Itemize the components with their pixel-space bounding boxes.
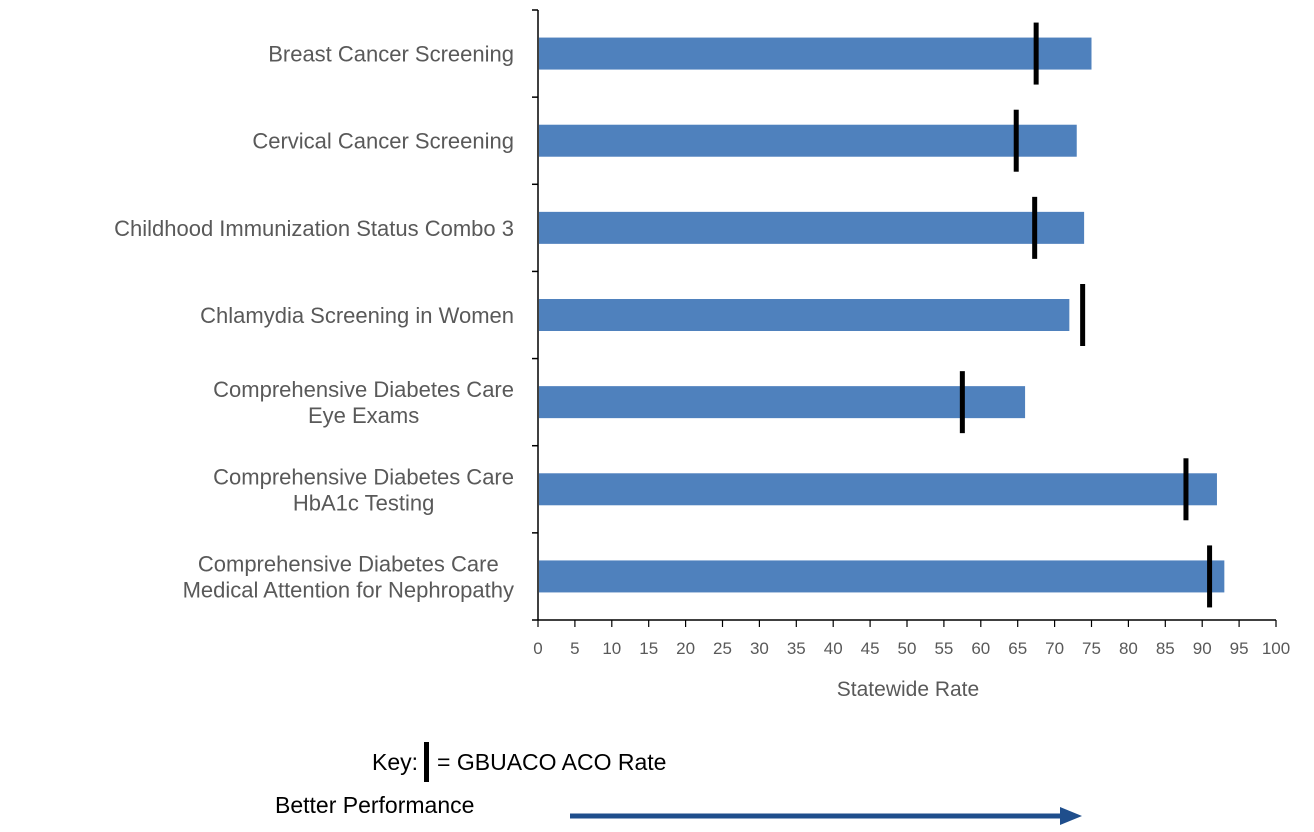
aco-rate-marker-icon bbox=[424, 742, 430, 782]
category-label: Childhood Immunization Status Combo 3 bbox=[114, 216, 514, 241]
x-tick-label: 15 bbox=[639, 639, 658, 658]
arrow-head bbox=[1060, 807, 1082, 825]
x-tick-label: 45 bbox=[861, 639, 880, 658]
aco-rate-marker bbox=[1033, 22, 1039, 85]
aco-rate-marker bbox=[1032, 196, 1038, 259]
x-tick-label: 60 bbox=[971, 639, 990, 658]
x-tick-label: 75 bbox=[1082, 639, 1101, 658]
x-tick-label: 100 bbox=[1262, 639, 1290, 658]
bar bbox=[539, 560, 1225, 593]
bar bbox=[539, 37, 1092, 70]
x-tick-label: 65 bbox=[1008, 639, 1027, 658]
aco-rate-marker bbox=[1013, 109, 1019, 172]
x-tick-label: 50 bbox=[898, 639, 917, 658]
labels-layer: 0 5 10 15 20 25 30 35 40 45 50 55 60 65 70 75 80 85 90 95 10… bbox=[114, 42, 1290, 658]
bars-layer bbox=[539, 37, 1225, 593]
category-label: Chlamydia Screening in Women bbox=[200, 303, 514, 328]
bar bbox=[539, 473, 1217, 506]
x-tick-label: 5 bbox=[570, 639, 579, 658]
x-tick-label: 0 bbox=[533, 639, 542, 658]
x-tick-label: 95 bbox=[1230, 639, 1249, 658]
category-label: Medical Attention for Nephropathy bbox=[183, 577, 514, 602]
right-arrow-icon bbox=[570, 807, 1082, 825]
category-label: Cervical Cancer Screening bbox=[252, 129, 514, 154]
aco-rate-marker bbox=[1080, 284, 1086, 346]
category-label: HbA1c Testing bbox=[293, 490, 434, 515]
x-tick-label: 20 bbox=[676, 639, 695, 658]
x-tick-label: 25 bbox=[713, 639, 732, 658]
bar bbox=[539, 386, 1026, 419]
bar bbox=[539, 211, 1085, 244]
x-tick-label: 80 bbox=[1119, 639, 1138, 658]
bar-chart: 0 5 10 15 20 25 30 35 40 45 50 55 60 65 70 75 80 85 90 95 10… bbox=[114, 9, 1290, 701]
x-tick-label: 10 bbox=[602, 639, 621, 658]
category-label: Comprehensive Diabetes Care bbox=[213, 464, 514, 489]
x-tick-label: 70 bbox=[1045, 639, 1064, 658]
x-tick-label: 85 bbox=[1156, 639, 1175, 658]
x-axis-title: Statewide Rate bbox=[837, 678, 979, 701]
aco-rate-marker bbox=[959, 371, 965, 434]
aco-markers-layer bbox=[959, 22, 1213, 608]
x-tick-label: 40 bbox=[824, 639, 843, 658]
x-tick-label: 30 bbox=[750, 639, 769, 658]
x-tick-label: 55 bbox=[934, 639, 953, 658]
x-tick-label: 90 bbox=[1193, 639, 1212, 658]
category-label: Breast Cancer Screening bbox=[268, 42, 514, 67]
aco-rate-marker bbox=[1183, 458, 1189, 521]
legend-key: Key: = GBUACO ACO Rate bbox=[372, 742, 666, 782]
key-label: = GBUACO ACO Rate bbox=[437, 748, 667, 775]
key-prefix: Key: bbox=[372, 748, 419, 775]
axes-layer bbox=[532, 9, 1277, 627]
category-label: Comprehensive Diabetes Care bbox=[198, 551, 499, 576]
aco-rate-marker bbox=[1207, 545, 1213, 608]
bar bbox=[539, 124, 1077, 157]
better-performance-label: Better Performance bbox=[275, 792, 475, 818]
bar bbox=[539, 299, 1070, 331]
category-label: Eye Exams bbox=[308, 403, 419, 428]
category-label: Comprehensive Diabetes Care bbox=[213, 377, 514, 402]
x-tick-label: 35 bbox=[787, 639, 806, 658]
